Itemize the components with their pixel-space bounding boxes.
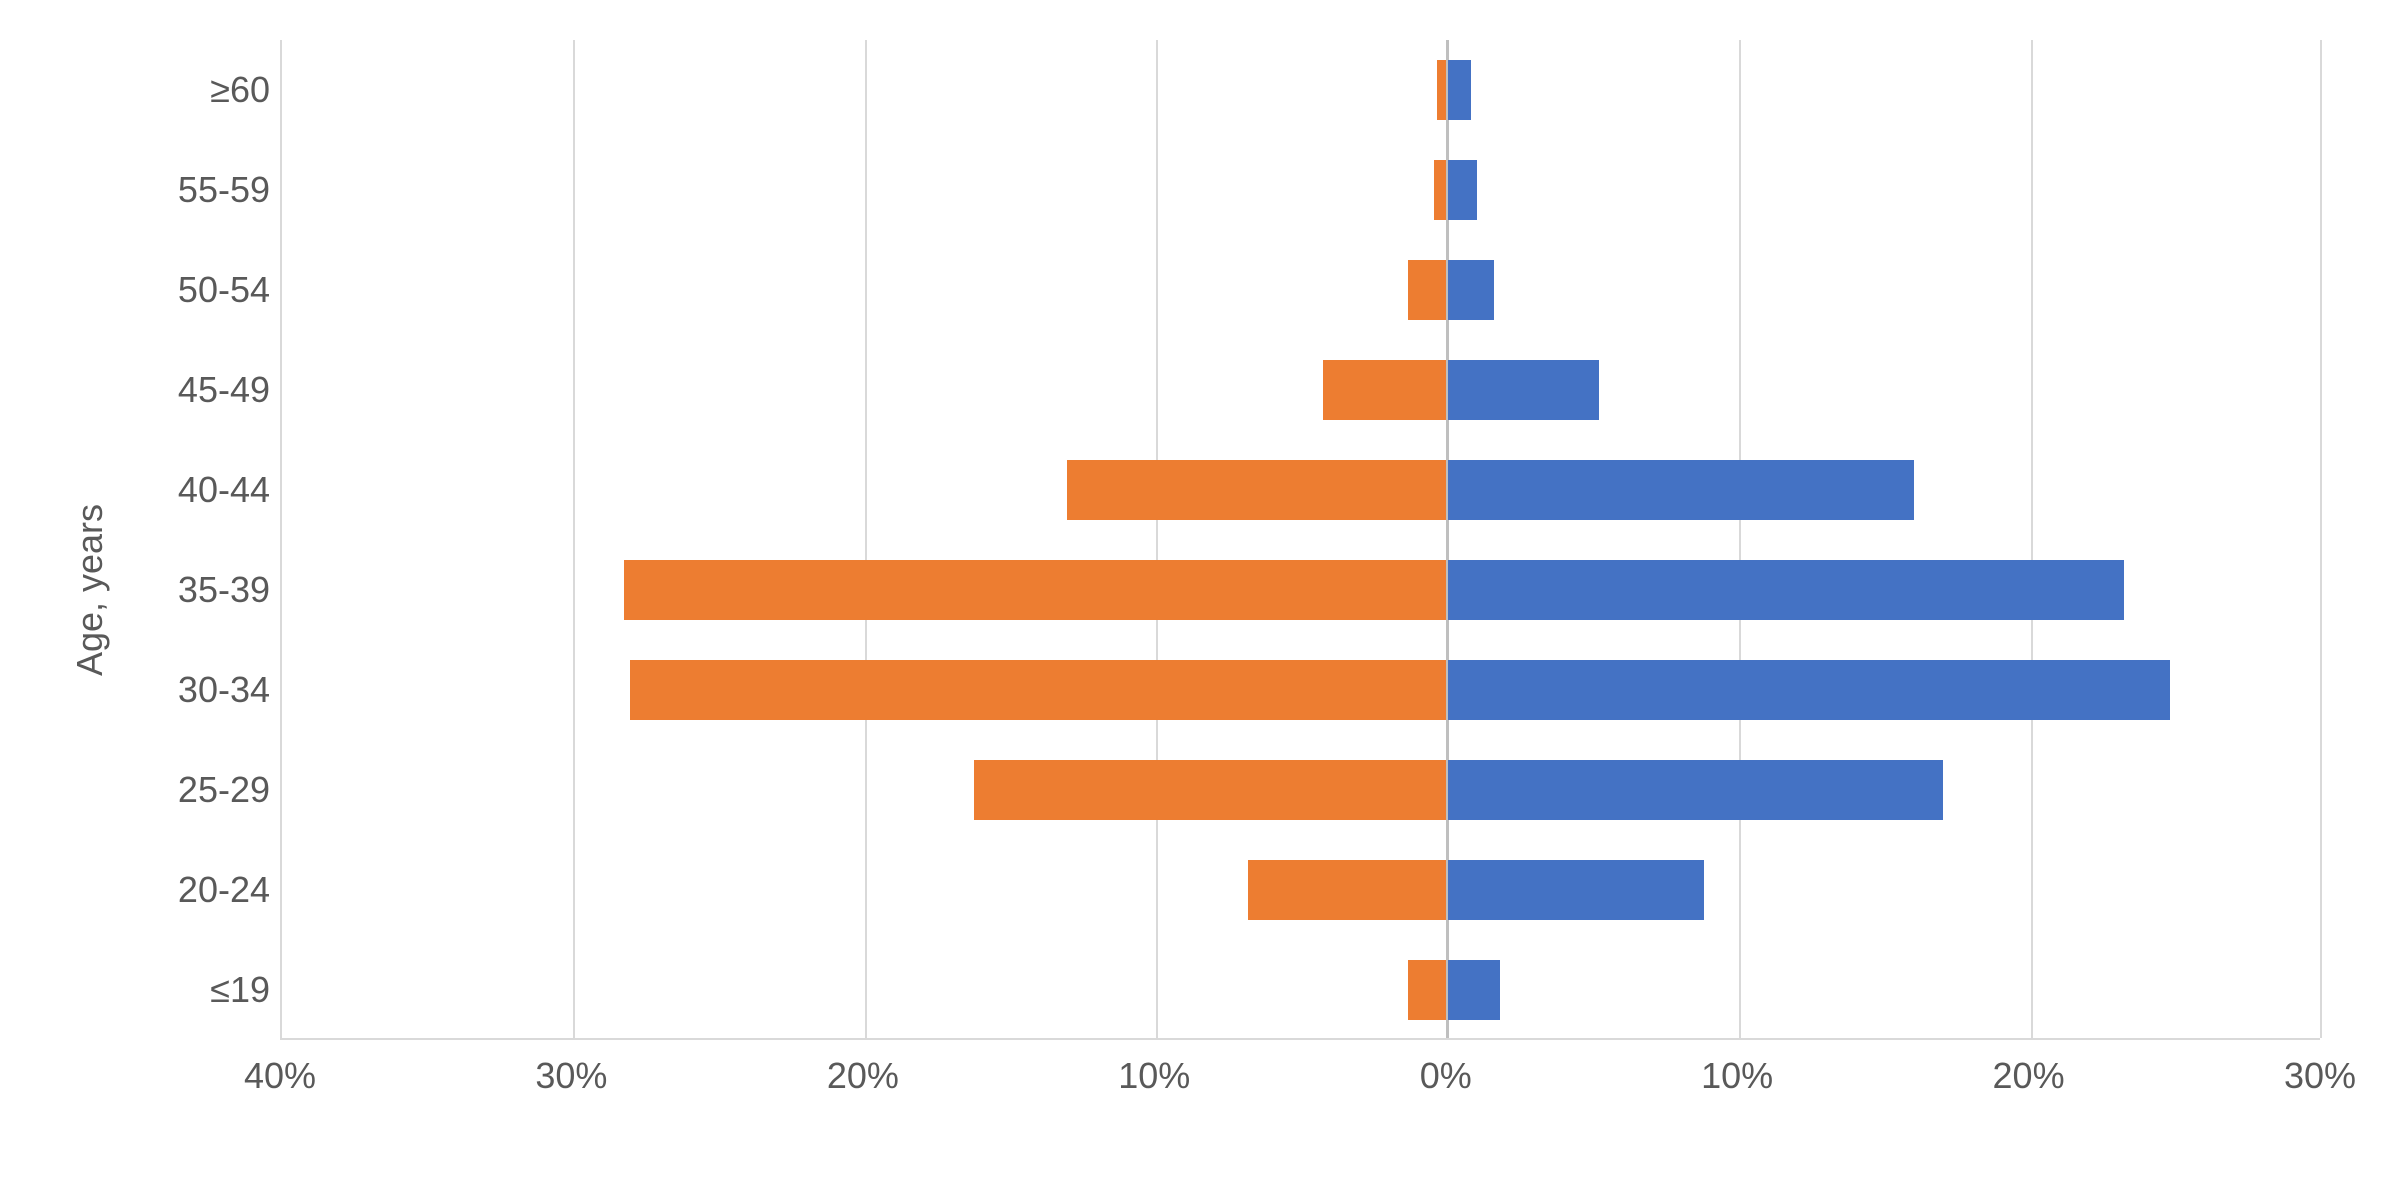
bar-right — [1448, 60, 1471, 120]
y-tick-label: 55-59 — [178, 169, 270, 211]
bar-left — [1434, 160, 1446, 220]
y-tick-label: 35-39 — [178, 569, 270, 611]
bar-right — [1448, 860, 1704, 920]
pyramid-chart: Age, years ≥6055-5950-5445-4940-4435-393… — [80, 40, 2360, 1140]
bar-left — [630, 660, 1446, 720]
gridline — [865, 40, 867, 1038]
gridline — [2031, 40, 2033, 1038]
bar-left — [974, 760, 1446, 820]
gridline — [1739, 40, 1741, 1038]
y-tick-label: 30-34 — [178, 669, 270, 711]
x-tick-label: 30% — [535, 1055, 607, 1097]
x-tick-label: 10% — [1118, 1055, 1190, 1097]
y-tick-label: 40-44 — [178, 469, 270, 511]
bar-left — [1408, 960, 1446, 1020]
bar-right — [1448, 960, 1500, 1020]
y-tick-label: ≤19 — [210, 969, 270, 1011]
bar-left — [1437, 60, 1446, 120]
y-tick-label: 20-24 — [178, 869, 270, 911]
bar-right — [1448, 360, 1600, 420]
y-axis-label: Age, years — [69, 504, 111, 676]
plot-area — [280, 40, 2320, 1040]
x-tick-label: 20% — [827, 1055, 899, 1097]
x-tick-label: 20% — [1993, 1055, 2065, 1097]
x-tick-label: 40% — [244, 1055, 316, 1097]
bar-right — [1448, 560, 2124, 620]
bar-left — [1408, 260, 1446, 320]
x-tick-label: 0% — [1420, 1055, 1472, 1097]
bar-right — [1448, 260, 1495, 320]
y-tick-label: ≥60 — [210, 69, 270, 111]
bar-left — [1248, 860, 1446, 920]
y-tick-label: 50-54 — [178, 269, 270, 311]
bar-right — [1448, 160, 1477, 220]
gridline — [1156, 40, 1158, 1038]
y-tick-label: 25-29 — [178, 769, 270, 811]
bar-right — [1448, 660, 2171, 720]
x-tick-label: 30% — [2284, 1055, 2356, 1097]
bar-right — [1448, 760, 1943, 820]
gridline — [573, 40, 575, 1038]
gridline — [2320, 40, 2322, 1038]
bar-left — [624, 560, 1446, 620]
x-tick-label: 10% — [1701, 1055, 1773, 1097]
y-tick-label: 45-49 — [178, 369, 270, 411]
bar-left — [1323, 360, 1445, 420]
bar-right — [1448, 460, 1914, 520]
bar-left — [1067, 460, 1446, 520]
